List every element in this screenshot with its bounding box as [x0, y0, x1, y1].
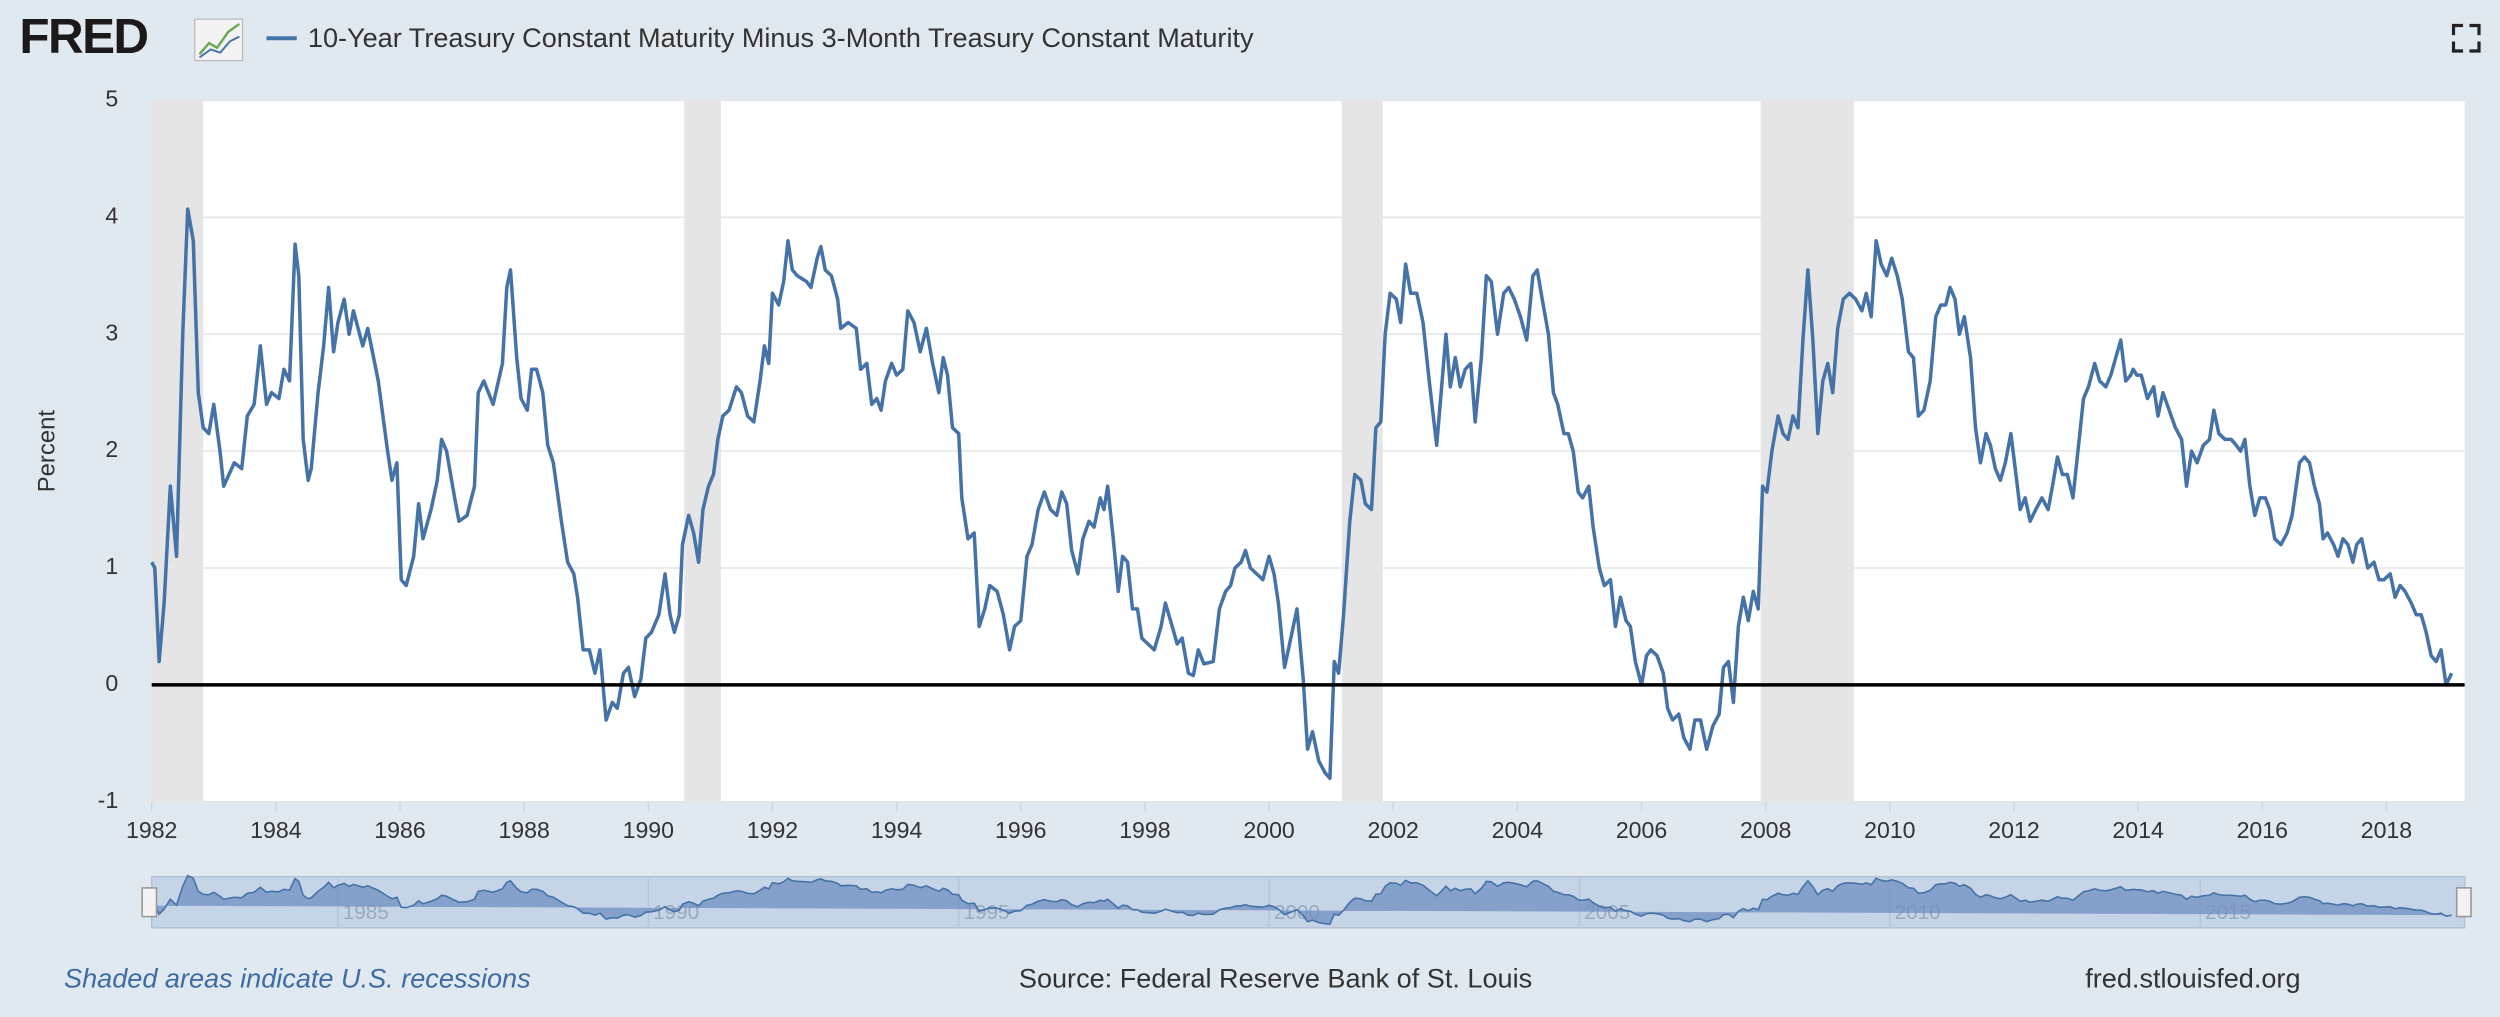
site-url[interactable]: fred.stlouisfed.org	[2085, 962, 2300, 993]
x-tick-label: 2014	[2112, 817, 2164, 843]
x-tick-label: 2012	[1988, 817, 2039, 843]
series-line	[150, 207, 2454, 781]
x-tick-label: 2004	[1492, 817, 1544, 843]
x-tick-label: 1990	[623, 817, 674, 843]
y-tick-label: 3	[105, 319, 118, 345]
y-axis-label: Percent	[33, 410, 60, 493]
x-tick-label: 1982	[126, 817, 177, 843]
navigator-area	[151, 874, 2452, 925]
y-tick-label: 0	[105, 670, 118, 696]
x-tick-label: 1992	[747, 817, 798, 843]
x-tick-label: 1996	[995, 817, 1046, 843]
y-tick-label: 1	[105, 553, 118, 579]
fullscreen-icon[interactable]	[2451, 23, 2481, 53]
logo-icon	[194, 18, 244, 62]
x-tick-label: 1988	[498, 817, 549, 843]
x-tick-label: 2000	[1243, 817, 1294, 843]
x-tick-label: 2008	[1740, 817, 1791, 843]
y-tick-label: 4	[105, 202, 118, 228]
recession-note: Shaded areas indicate U.S. recessions	[64, 962, 531, 993]
legend-title[interactable]: 10-Year Treasury Constant Maturity Minus…	[308, 22, 1254, 53]
y-tick-label: 2	[105, 436, 118, 462]
y-tick-label: -1	[98, 787, 119, 813]
x-tick-label: 1986	[374, 817, 425, 843]
x-tick-label: 2002	[1368, 817, 1419, 843]
x-tick-label: 2006	[1616, 817, 1667, 843]
x-tick-label: 1984	[250, 817, 302, 843]
logo[interactable]: FRED	[19, 9, 149, 64]
x-tick-label: 1998	[1119, 817, 1170, 843]
y-tick-label: 5	[105, 86, 118, 112]
x-tick-label: 2016	[2237, 817, 2288, 843]
x-tick-label: 1994	[871, 817, 923, 843]
source: Source: Federal Reserve Bank of St. Loui…	[1019, 962, 1532, 993]
navigator-handles[interactable]	[141, 887, 2472, 918]
x-tick-label: 2018	[2361, 817, 2412, 843]
x-tick-label: 2010	[1864, 817, 1915, 843]
